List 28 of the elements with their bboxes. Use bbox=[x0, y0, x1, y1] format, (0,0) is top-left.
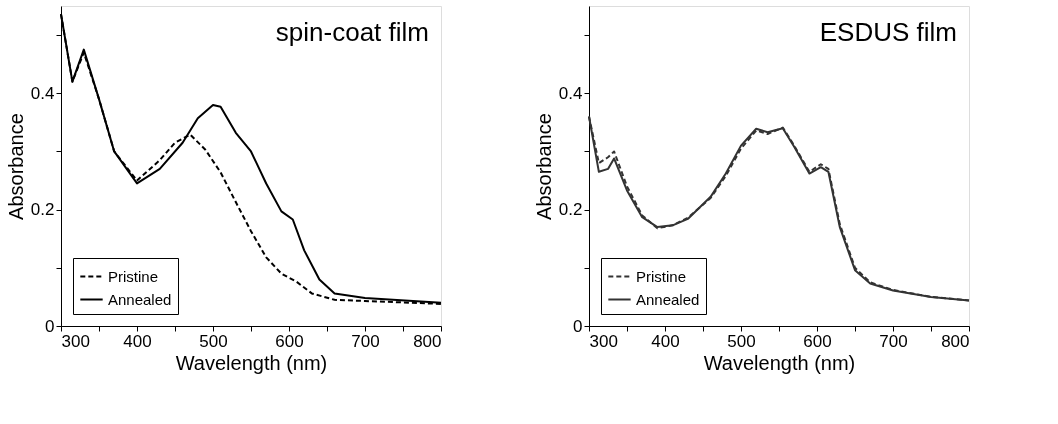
y-tick-label: 0.2 bbox=[30, 200, 55, 220]
x-tick-label: 400 bbox=[651, 331, 680, 351]
x-tick-label: 500 bbox=[199, 331, 228, 351]
x-tick-label: 600 bbox=[803, 331, 832, 351]
legend-label: Annealed bbox=[636, 290, 700, 308]
x-tick-label: 700 bbox=[879, 331, 908, 351]
x-tick-label: 800 bbox=[413, 331, 442, 351]
y-axis-title: Absorbance bbox=[532, 113, 555, 220]
x-tick-label: 300 bbox=[589, 331, 618, 351]
y-tick-label: 0.4 bbox=[30, 83, 55, 103]
chart-title: ESDUS film bbox=[819, 17, 957, 47]
x-tick-label: 300 bbox=[61, 331, 90, 351]
legend-label: Annealed bbox=[108, 290, 172, 308]
legend-label: Pristine bbox=[636, 267, 687, 285]
x-tick-label: 500 bbox=[727, 331, 756, 351]
x-axis-title: Wavelength (nm) bbox=[175, 351, 328, 374]
y-tick-label: 0 bbox=[45, 316, 55, 336]
y-tick-label: 0.4 bbox=[558, 83, 583, 103]
x-tick-label: 600 bbox=[275, 331, 304, 351]
x-tick-label: 700 bbox=[351, 331, 380, 351]
y-tick-label: 0 bbox=[573, 316, 583, 336]
y-tick-label: 0.2 bbox=[558, 200, 583, 220]
chart-title: spin-coat film bbox=[275, 17, 429, 47]
x-axis-title: Wavelength (nm) bbox=[703, 351, 856, 374]
x-tick-label: 800 bbox=[941, 331, 970, 351]
legend-label: Pristine bbox=[108, 267, 159, 285]
x-tick-label: 400 bbox=[123, 331, 152, 351]
y-axis-title: Absorbance bbox=[4, 113, 27, 220]
